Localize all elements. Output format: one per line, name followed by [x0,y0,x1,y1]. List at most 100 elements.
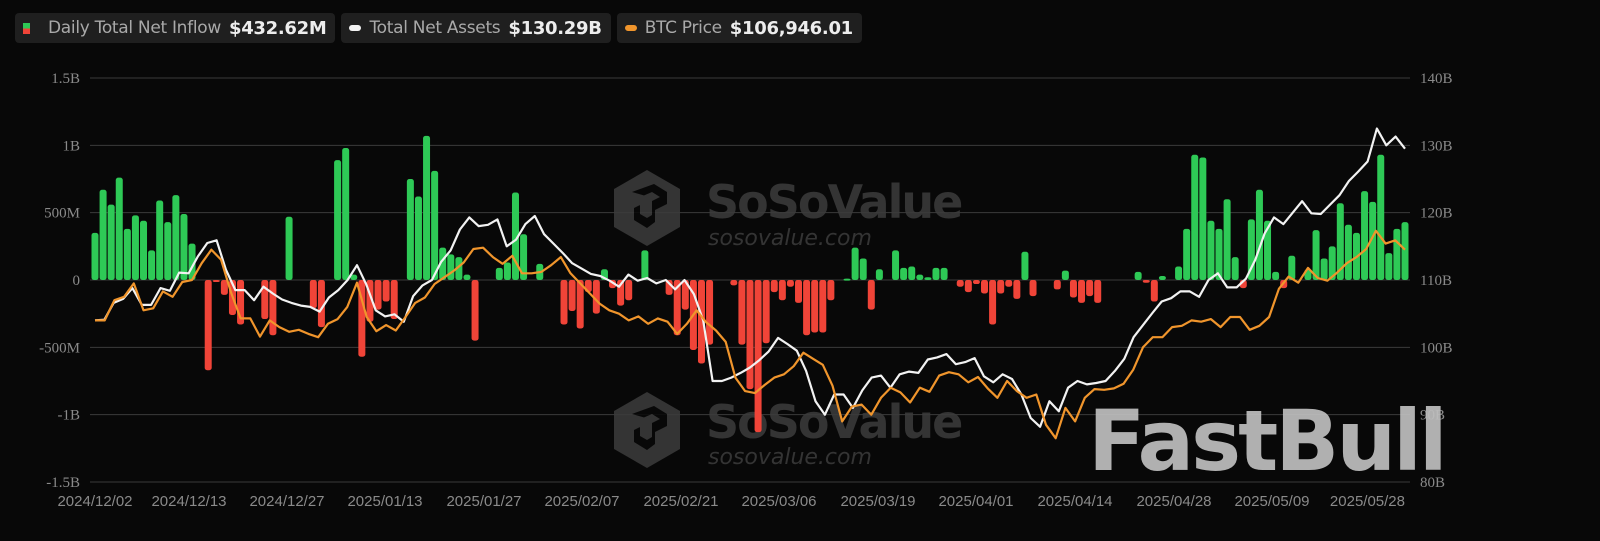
inflow-bar[interactable] [803,280,811,336]
inflow-bar[interactable] [1183,228,1191,280]
inflow-bar[interactable] [309,280,317,309]
inflow-bar[interactable] [164,222,172,280]
inflow-bar[interactable] [786,280,794,287]
inflow-bar[interactable] [964,280,972,293]
inflow-bar[interactable] [414,196,422,280]
inflow-bar[interactable] [390,280,398,320]
inflow-bar[interactable] [1069,280,1077,298]
inflow-bar[interactable] [795,280,803,303]
inflow-bar[interactable] [131,215,139,280]
inflow-bar[interactable] [568,280,576,311]
inflow-bar[interactable] [269,280,277,336]
inflow-bar[interactable] [172,195,180,280]
inflow-bar[interactable] [455,257,463,280]
inflow-bar[interactable] [811,280,819,333]
legend-item-daily-net-inflow[interactable]: Daily Total Net Inflow $432.62M [15,13,336,43]
inflow-bar[interactable] [439,247,447,280]
inflow-bar[interactable] [212,280,220,282]
inflow-bar[interactable] [706,280,714,345]
legend-item-total-net-assets[interactable]: Total Net Assets $130.29B [341,13,611,43]
inflow-bar[interactable] [819,280,827,333]
inflow-bar[interactable] [1231,257,1239,280]
inflow-bar[interactable] [681,280,689,310]
inflow-bar[interactable] [1175,266,1183,280]
inflow-bar[interactable] [285,216,293,280]
inflow-bar[interactable] [1312,230,1320,280]
inflow-bar[interactable] [115,177,123,280]
inflow-bar[interactable] [1401,222,1409,280]
legend-item-btc-price[interactable]: BTC Price $106,946.01 [616,13,862,43]
inflow-bar[interactable] [1158,275,1166,280]
inflow-bar[interactable] [1264,220,1272,280]
inflow-bar[interactable] [1255,189,1263,280]
inflow-bar[interactable] [1385,253,1393,280]
inflow-bar[interactable] [1053,280,1061,290]
inflow-bar[interactable] [334,160,342,280]
inflow-bar[interactable] [423,135,431,280]
inflow-bar[interactable] [1207,220,1215,280]
inflow-bar[interactable] [123,228,131,280]
inflow-bar[interactable] [1005,280,1013,287]
inflow-bar[interactable] [730,280,738,286]
inflow-bar[interactable] [1288,255,1296,280]
inflow-bar[interactable] [746,280,754,390]
inflow-bar[interactable] [107,204,115,280]
inflow-bar[interactable] [924,277,932,280]
inflow-bar[interactable] [940,267,948,280]
inflow-bar[interactable] [770,280,778,293]
inflow-bar[interactable] [900,267,908,280]
inflow-bar[interactable] [867,280,875,310]
inflow-bar[interactable] [503,262,511,280]
inflow-bar[interactable] [892,250,900,280]
inflow-bar[interactable] [1150,280,1158,302]
inflow-bar[interactable] [1013,280,1021,299]
inflow-bar[interactable] [956,280,964,287]
inflow-bar[interactable] [738,280,746,345]
inflow-bar[interactable] [140,220,148,280]
inflow-bar[interactable] [1199,157,1207,280]
inflow-bar[interactable] [1086,280,1094,297]
inflow-bar[interactable] [91,232,99,280]
inflow-bar[interactable] [576,280,584,329]
inflow-bar[interactable] [981,280,989,294]
inflow-bar[interactable] [908,266,916,280]
inflow-bar[interactable] [350,274,358,280]
inflow-bar[interactable] [851,247,859,280]
inflow-bar[interactable] [358,280,366,357]
inflow-bar[interactable] [932,267,940,280]
inflow-bar[interactable] [1134,271,1142,280]
inflow-bar[interactable] [1369,201,1377,280]
inflow-bar[interactable] [1191,154,1199,280]
inflow-bar[interactable] [204,280,212,371]
inflow-bar[interactable] [382,280,390,302]
inflow-bar[interactable] [1061,270,1069,280]
inflow-bar[interactable] [560,280,568,325]
inflow-bar[interactable] [1094,280,1102,303]
inflow-bar[interactable] [989,280,997,325]
inflow-bar[interactable] [148,250,156,280]
inflow-bar[interactable] [261,280,269,320]
inflow-bar[interactable] [641,250,649,280]
inflow-bar[interactable] [1142,280,1150,283]
inflow-bar[interactable] [342,148,350,280]
inflow-bar[interactable] [625,280,633,301]
inflow-bar[interactable] [99,189,107,280]
inflow-bar[interactable] [916,274,924,280]
inflow-bar[interactable] [1336,203,1344,280]
inflow-bar[interactable] [875,269,883,280]
inflow-bar[interactable] [520,234,528,280]
inflow-bar[interactable] [972,280,980,285]
inflow-bar[interactable] [754,280,762,433]
inflow-bar[interactable] [180,214,188,280]
inflow-bar[interactable] [406,179,414,280]
inflow-bar[interactable] [762,280,770,344]
inflow-bar[interactable] [463,274,471,280]
inflow-bar[interactable] [859,258,867,280]
inflow-bar[interactable] [1078,280,1086,303]
inflow-bar[interactable] [697,280,705,364]
inflow-bar[interactable] [220,280,228,295]
inflow-bar[interactable] [156,200,164,280]
inflow-bar[interactable] [374,280,382,310]
inflow-bar[interactable] [827,280,835,301]
